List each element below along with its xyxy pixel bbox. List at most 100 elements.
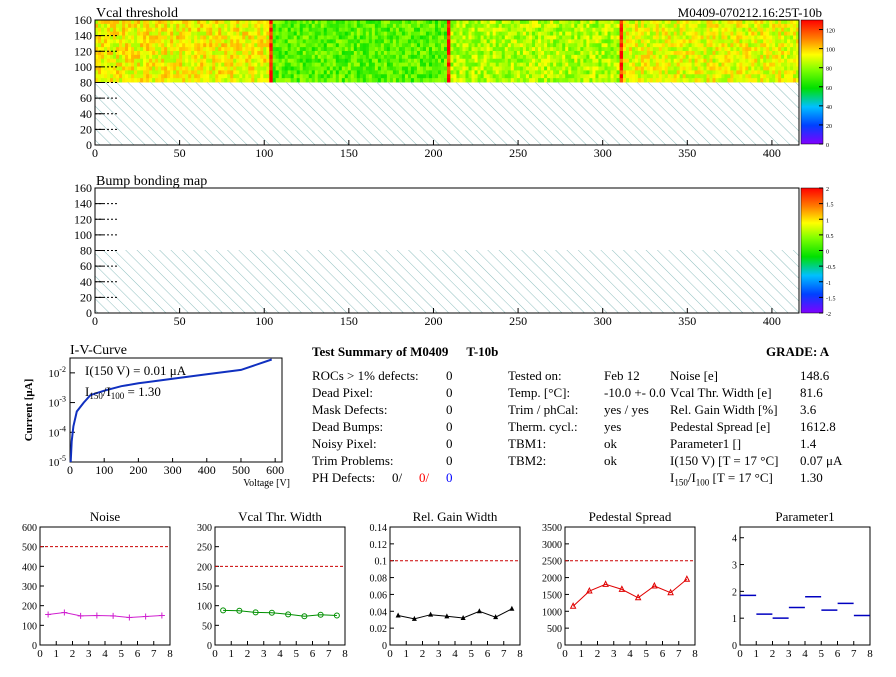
map-cell xyxy=(562,31,566,36)
map-cell xyxy=(751,47,755,52)
map-cell xyxy=(498,54,503,60)
map-cell xyxy=(191,62,195,67)
map-cell xyxy=(607,31,612,36)
map-cell xyxy=(263,35,267,40)
map-cell xyxy=(715,31,719,36)
map-cell xyxy=(658,66,663,71)
map-cell xyxy=(161,51,165,56)
map-cell xyxy=(284,31,289,36)
map-cell xyxy=(670,66,675,71)
map-cell xyxy=(757,74,761,79)
map-cell xyxy=(383,66,388,71)
map1-empty-region xyxy=(95,82,799,145)
map-cell xyxy=(227,31,231,36)
map-cell xyxy=(781,23,785,29)
map-cell xyxy=(623,23,627,29)
map-cell xyxy=(185,58,189,64)
map-cell xyxy=(269,23,274,29)
x-tick-label: 6 xyxy=(310,648,316,660)
map-cell xyxy=(395,31,400,36)
map-cell xyxy=(233,27,237,33)
map-cell xyxy=(266,62,270,67)
map-cell xyxy=(577,27,581,33)
x-tick-label: 6 xyxy=(135,648,141,660)
map-cell xyxy=(278,47,283,52)
map-cell xyxy=(703,31,708,36)
map-cell xyxy=(335,43,340,48)
map-cell xyxy=(116,62,120,67)
map-cell xyxy=(329,23,334,29)
map-cell xyxy=(465,20,470,25)
map-cell xyxy=(697,31,702,36)
map-cell xyxy=(670,35,675,40)
map-cell xyxy=(305,47,310,52)
map-cell xyxy=(525,66,530,71)
map-cell xyxy=(404,74,409,79)
map-cell xyxy=(745,62,749,67)
map-cell xyxy=(161,35,165,40)
y-tick-label: 100 xyxy=(74,60,92,74)
map-cell xyxy=(434,31,439,36)
vcal-threshold-map-panel: 0 50 100 150 200 250 300 350 400 0 20 40 60 80 100 120 1… xyxy=(0,0,896,160)
map-cell xyxy=(95,23,99,29)
map-cell xyxy=(263,78,267,83)
map-cell xyxy=(510,78,515,83)
map-cell xyxy=(709,70,713,75)
map-cell xyxy=(248,54,252,60)
map-cell xyxy=(158,39,162,44)
map-cell xyxy=(107,20,111,25)
map-cell xyxy=(474,78,479,83)
map-cell xyxy=(128,51,132,56)
map-cell xyxy=(200,62,204,67)
map-cell xyxy=(781,27,785,33)
map-cell xyxy=(185,31,189,36)
map-cell xyxy=(670,62,675,67)
map-cell xyxy=(751,20,755,25)
map-cell xyxy=(679,51,684,56)
map-cell xyxy=(317,74,322,79)
map-cell xyxy=(236,78,240,83)
map-cell xyxy=(676,43,681,48)
map-cell xyxy=(456,51,460,56)
map-cell xyxy=(227,39,231,44)
x-tick-label: 8 xyxy=(167,648,173,660)
map-cell xyxy=(525,58,530,64)
map-cell xyxy=(422,74,427,79)
map-cell xyxy=(173,47,177,52)
map-cell xyxy=(176,23,180,29)
map-cell xyxy=(215,78,219,83)
map-cell xyxy=(577,58,581,64)
map-cell xyxy=(302,74,307,79)
data-point xyxy=(667,588,674,596)
map-cell xyxy=(730,66,734,71)
map-cell xyxy=(631,47,636,52)
map-cell xyxy=(257,47,261,52)
map-cell xyxy=(224,51,228,56)
map-cell xyxy=(745,70,749,75)
map-cell xyxy=(245,43,249,48)
map-cell xyxy=(161,39,165,44)
map-cell xyxy=(568,66,572,71)
map-cell xyxy=(676,20,681,25)
map-cell xyxy=(580,58,584,64)
map-cell xyxy=(296,74,301,79)
palette-tick-label: -1 xyxy=(826,281,831,287)
map-cell xyxy=(709,23,713,29)
map-cell xyxy=(134,23,138,29)
map-cell xyxy=(547,23,551,29)
map-cell xyxy=(793,58,797,64)
map-cell xyxy=(224,23,228,29)
map-cell xyxy=(128,39,132,44)
map-cell xyxy=(431,23,436,29)
map-cell xyxy=(287,66,292,71)
map-cell xyxy=(610,20,615,25)
map-cell xyxy=(733,58,737,64)
map-cell xyxy=(535,23,539,29)
map-cell xyxy=(317,27,322,33)
map-cell xyxy=(371,31,376,36)
map-cell xyxy=(206,35,210,40)
map-cell xyxy=(287,70,292,75)
map-cell xyxy=(260,20,264,25)
map-cell xyxy=(730,43,734,48)
data-point xyxy=(460,615,466,621)
